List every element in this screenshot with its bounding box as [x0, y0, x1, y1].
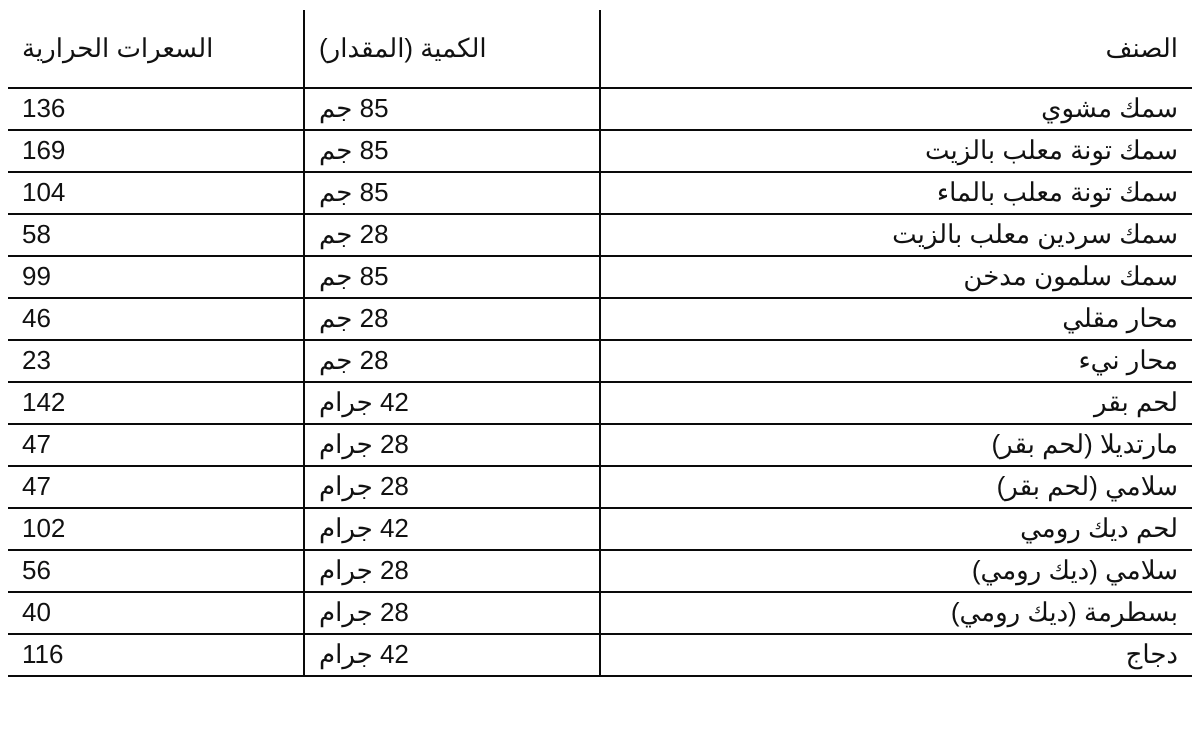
- table-row: سمك تونة معلب بالزيت 85 جم 169: [8, 130, 1192, 172]
- table-row: سمك سردين معلب بالزيت 28 جم 58: [8, 214, 1192, 256]
- cell-item: سمك تونة معلب بالزيت: [600, 130, 1192, 172]
- cell-amount: 42 جرام: [304, 634, 600, 676]
- cell-item: سلامي (لحم بقر): [600, 466, 1192, 508]
- cell-calories: 116: [8, 634, 304, 676]
- cell-item: مارتديلا (لحم بقر): [600, 424, 1192, 466]
- cell-calories: 102: [8, 508, 304, 550]
- cell-amount: 42 جرام: [304, 508, 600, 550]
- cell-calories: 47: [8, 424, 304, 466]
- cell-calories: 136: [8, 88, 304, 130]
- cell-amount: 85 جم: [304, 256, 600, 298]
- table-container: الصنف الكمية (المقدار) السعرات الحرارية …: [0, 0, 1200, 677]
- cell-item: محار مقلي: [600, 298, 1192, 340]
- table-row: لحم بقر 42 جرام 142: [8, 382, 1192, 424]
- cell-calories: 40: [8, 592, 304, 634]
- cell-amount: 28 جم: [304, 214, 600, 256]
- cell-amount: 85 جم: [304, 130, 600, 172]
- table-row: سمك مشوي 85 جم 136: [8, 88, 1192, 130]
- cell-calories: 58: [8, 214, 304, 256]
- table-row: سلامي (ديك رومي) 28 جرام 56: [8, 550, 1192, 592]
- cell-calories: 169: [8, 130, 304, 172]
- table-row: سمك تونة معلب بالماء 85 جم 104: [8, 172, 1192, 214]
- cell-amount: 85 جم: [304, 88, 600, 130]
- cell-calories: 99: [8, 256, 304, 298]
- cell-amount: 28 جرام: [304, 424, 600, 466]
- table-row: لحم ديك رومي 42 جرام 102: [8, 508, 1192, 550]
- cell-calories: 46: [8, 298, 304, 340]
- cell-item: سمك سردين معلب بالزيت: [600, 214, 1192, 256]
- cell-item: سمك تونة معلب بالماء: [600, 172, 1192, 214]
- cell-amount: 28 جرام: [304, 550, 600, 592]
- cell-item: دجاج: [600, 634, 1192, 676]
- cell-amount: 85 جم: [304, 172, 600, 214]
- cell-item: لحم ديك رومي: [600, 508, 1192, 550]
- table-row: مارتديلا (لحم بقر) 28 جرام 47: [8, 424, 1192, 466]
- column-header-amount: الكمية (المقدار): [304, 10, 600, 88]
- cell-amount: 28 جم: [304, 340, 600, 382]
- table-row: سمك سلمون مدخن 85 جم 99: [8, 256, 1192, 298]
- cell-amount: 28 جم: [304, 298, 600, 340]
- cell-calories: 142: [8, 382, 304, 424]
- cell-item: بسطرمة (ديك رومي): [600, 592, 1192, 634]
- table-header-row: الصنف الكمية (المقدار) السعرات الحرارية: [8, 10, 1192, 88]
- cell-calories: 56: [8, 550, 304, 592]
- column-header-item: الصنف: [600, 10, 1192, 88]
- column-header-calories: السعرات الحرارية: [8, 10, 304, 88]
- table-row: محار نيء 28 جم 23: [8, 340, 1192, 382]
- table-row: دجاج 42 جرام 116: [8, 634, 1192, 676]
- cell-amount: 28 جرام: [304, 592, 600, 634]
- cell-item: لحم بقر: [600, 382, 1192, 424]
- cell-calories: 23: [8, 340, 304, 382]
- cell-item: سمك مشوي: [600, 88, 1192, 130]
- cell-calories: 47: [8, 466, 304, 508]
- cell-amount: 42 جرام: [304, 382, 600, 424]
- table-row: محار مقلي 28 جم 46: [8, 298, 1192, 340]
- table-row: سلامي (لحم بقر) 28 جرام 47: [8, 466, 1192, 508]
- calories-table: الصنف الكمية (المقدار) السعرات الحرارية …: [8, 10, 1192, 677]
- cell-amount: 28 جرام: [304, 466, 600, 508]
- cell-item: سمك سلمون مدخن: [600, 256, 1192, 298]
- cell-item: سلامي (ديك رومي): [600, 550, 1192, 592]
- table-body: سمك مشوي 85 جم 136 سمك تونة معلب بالزيت …: [8, 88, 1192, 676]
- table-row: بسطرمة (ديك رومي) 28 جرام 40: [8, 592, 1192, 634]
- cell-calories: 104: [8, 172, 304, 214]
- cell-item: محار نيء: [600, 340, 1192, 382]
